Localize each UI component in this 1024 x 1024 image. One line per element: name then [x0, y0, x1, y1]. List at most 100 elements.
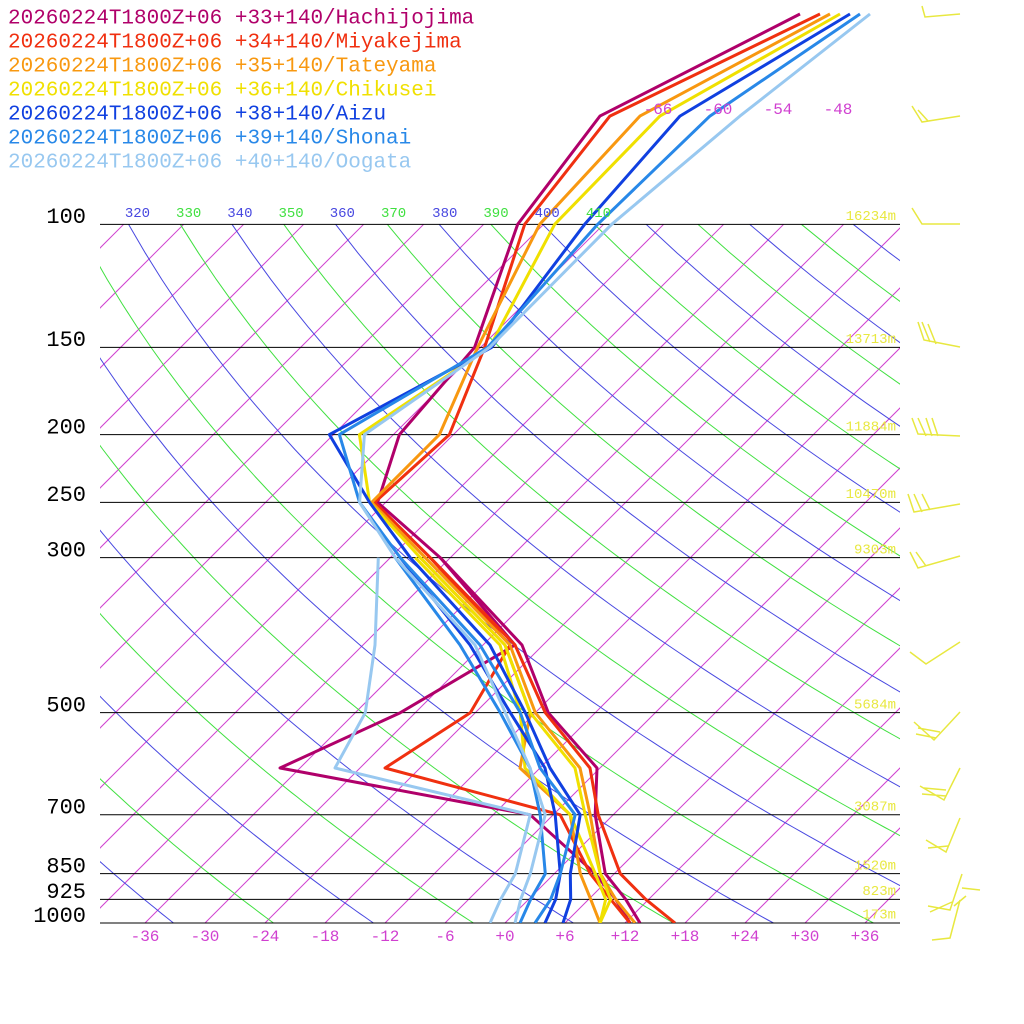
wind-barb: [919, 767, 961, 802]
isotherm-label: -54: [764, 101, 793, 119]
isotherm: [100, 224, 365, 489]
dry-adiabat: [438, 224, 900, 602]
labels: 320 330 340 350 360 370 380 390 400 410 1000925850…: [8, 8, 896, 947]
isotherm: [504, 527, 900, 923]
pressure-label: 1000: [33, 904, 86, 929]
dry-adiabat: [179, 224, 900, 837]
x-tick-label: +0: [495, 928, 514, 946]
wind-barb: [907, 493, 961, 513]
pressure-label: 250: [46, 483, 86, 508]
isotherm: [925, 224, 1024, 923]
x-tick-label: +30: [791, 928, 820, 946]
wind-barb: [913, 711, 961, 742]
isotherm: [144, 224, 845, 923]
x-tick-label: +18: [671, 928, 700, 946]
legend-entry: 20260224T1800Z+06 +36+140/Chikusei: [8, 80, 436, 103]
dry-adiabat: [645, 224, 900, 427]
x-tick-label: -18: [311, 928, 340, 946]
isotherm: [985, 224, 1024, 923]
isotherm: [100, 224, 725, 849]
height-label: 173m: [862, 908, 896, 924]
wind-barb: [921, 5, 961, 18]
wind-barb: [911, 207, 960, 225]
wind-barb: [911, 105, 961, 123]
dry-adiabat: [697, 224, 900, 385]
dewpoint-line: [399, 556, 562, 923]
isotherm: [624, 647, 900, 923]
dry-adiabat: [100, 265, 874, 923]
dry-adiabat: [128, 224, 900, 887]
legend-entry: 20260224T1800Z+06 +33+140/Hachijojima: [8, 8, 474, 31]
pressure-label: 700: [46, 796, 86, 821]
isotherm: [0, 224, 4, 923]
dry-adiabat: [801, 224, 900, 303]
isotherm: [100, 224, 605, 729]
legend-entry: 20260224T1800Z+06 +39+140/Shonai: [8, 128, 411, 151]
isotherm: [100, 224, 245, 369]
isotherm: [100, 224, 185, 309]
dry-adiabat: [100, 860, 174, 923]
background-lines: [0, 224, 1024, 923]
isotherm: [744, 767, 900, 923]
wind-barb: [909, 641, 961, 665]
theta-label: 370: [381, 206, 406, 222]
isotherm-label: -66: [644, 101, 673, 119]
isotherm: [684, 707, 900, 923]
theta-label: 350: [279, 206, 304, 222]
theta-label: 320: [125, 206, 150, 222]
height-label: 1520m: [854, 858, 896, 874]
legend-entry: 20260224T1800Z+06 +40+140/Oogata: [8, 152, 411, 175]
isotherm-label: -48: [824, 101, 853, 119]
wind-barb: [917, 321, 961, 348]
isotherm-label: -60: [704, 101, 733, 119]
x-tick-label: -6: [435, 928, 454, 946]
dry-adiabat: [231, 224, 900, 788]
dry-adiabat: [905, 224, 1024, 923]
x-tick-label: -36: [131, 928, 160, 946]
pressure-label: 200: [46, 415, 86, 440]
height-label: 3087m: [854, 799, 896, 815]
dewpoint-line: [414, 556, 608, 923]
height-label: 823m: [862, 884, 896, 900]
theta-label: 330: [176, 206, 201, 222]
temperature-line: [327, 12, 851, 923]
temperature-line: [373, 12, 821, 923]
pressure-label: 500: [46, 693, 86, 718]
isotherm: [804, 827, 900, 923]
isotherm: [864, 887, 900, 923]
x-tick-label: +36: [851, 928, 880, 946]
theta-label: 390: [483, 206, 508, 222]
x-tick-label: -12: [371, 928, 400, 946]
isotherm: [100, 224, 305, 429]
height-label: 16234m: [846, 209, 896, 225]
pressure-label: 850: [46, 854, 86, 879]
x-tick-label: +6: [555, 928, 574, 946]
wind-barbs: [907, 5, 981, 941]
isotherm: [100, 224, 425, 549]
theta-label: 360: [330, 206, 355, 222]
x-tick-label: -24: [251, 928, 280, 946]
wind-barb: [909, 551, 961, 569]
temperature-line: [357, 12, 841, 923]
x-tick-label: +12: [611, 928, 640, 946]
pressure-label: 100: [46, 205, 86, 230]
wind-barb: [925, 817, 961, 854]
dewpoint-line: [394, 556, 547, 923]
isotherm: [204, 227, 900, 923]
height-label: 9303m: [854, 542, 896, 558]
isotherm: [100, 224, 485, 609]
x-tick-label: +24: [731, 928, 760, 946]
isotherm: [564, 587, 900, 923]
wind-barb: [931, 895, 967, 941]
legend-entry: 20260224T1800Z+06 +34+140/Miyakejima: [8, 32, 462, 55]
dry-adiabat: [957, 224, 1024, 923]
theta-label: 380: [432, 206, 457, 222]
dry-adiabat: [852, 224, 900, 262]
wind-barb: [911, 417, 961, 437]
temperature-line: [358, 12, 871, 923]
dry-adiabat: [1009, 224, 1024, 923]
isotherm: [264, 287, 900, 923]
dry-adiabat: [386, 224, 900, 647]
dewpoint-line: [333, 557, 532, 923]
